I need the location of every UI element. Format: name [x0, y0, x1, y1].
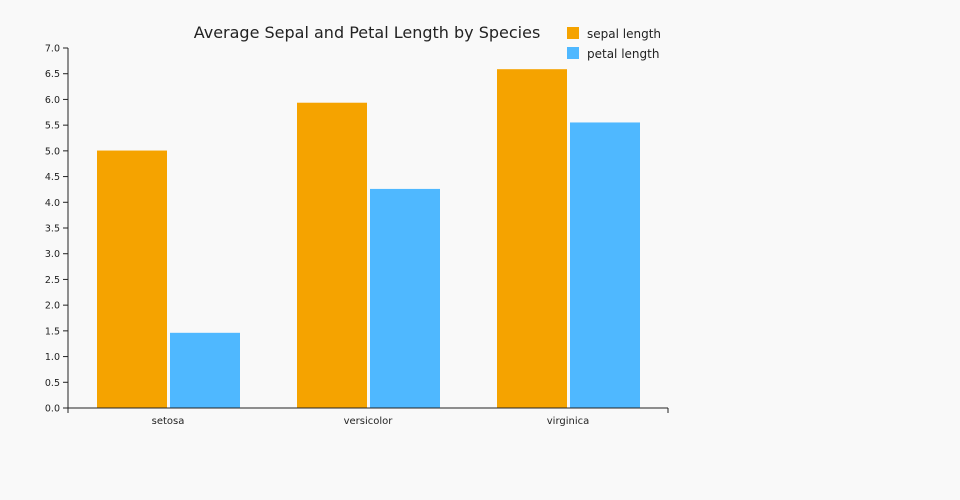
legend-swatch-petal-length [567, 47, 579, 59]
bar-sepal-length-setosa [97, 150, 167, 408]
bar-sepal-length-virginica [497, 69, 567, 408]
y-tick-label-6.5: 6.5 [45, 69, 60, 80]
y-tick-label-5.0: 5.0 [45, 146, 60, 157]
y-tick-label-5.5: 5.5 [45, 121, 60, 132]
legend-label-sepal-length: sepal length [587, 27, 661, 41]
y-tick-label-1.5: 1.5 [45, 326, 60, 337]
y-tick-label-2.5: 2.5 [45, 275, 60, 286]
y-tick-label-3.5: 3.5 [45, 224, 60, 235]
bar-petal-length-versicolor [370, 188, 440, 408]
legend-swatch-sepal-length [567, 27, 579, 39]
y-tick-label-7.0: 7.0 [45, 44, 60, 55]
chart-title: Average Sepal and Petal Length by Specie… [194, 23, 541, 42]
y-tick-label-0.0: 0.0 [45, 404, 60, 415]
y-tick-label-4.5: 4.5 [45, 172, 60, 183]
y-tick-label-1.0: 1.0 [45, 352, 60, 363]
plot-area: 0.0 0.5 1.0 1.5 2.0 2.5 3.0 3.5 4.0 4.5 5.0 5.5 6.0 6… [45, 44, 669, 427]
y-tick-label-4.0: 4.0 [45, 198, 60, 209]
bar-sepal-length-versicolor [297, 102, 367, 408]
bar-petal-length-virginica [570, 122, 640, 409]
y-tick-label-6.0: 6.0 [45, 95, 60, 106]
y-tick-label-3.0: 3.0 [45, 249, 60, 260]
y-tick-label-0.5: 0.5 [45, 378, 60, 389]
y-tick-label-2.0: 2.0 [45, 301, 60, 312]
x-tick-label-virginica: virginica [547, 416, 590, 427]
x-tick-label-setosa: setosa [152, 416, 185, 427]
legend: sepal length petal length [567, 27, 661, 61]
legend-label-petal-length: petal length [587, 47, 659, 61]
bar-petal-length-setosa [170, 332, 240, 408]
x-tick-label-versicolor: versicolor [344, 416, 394, 427]
